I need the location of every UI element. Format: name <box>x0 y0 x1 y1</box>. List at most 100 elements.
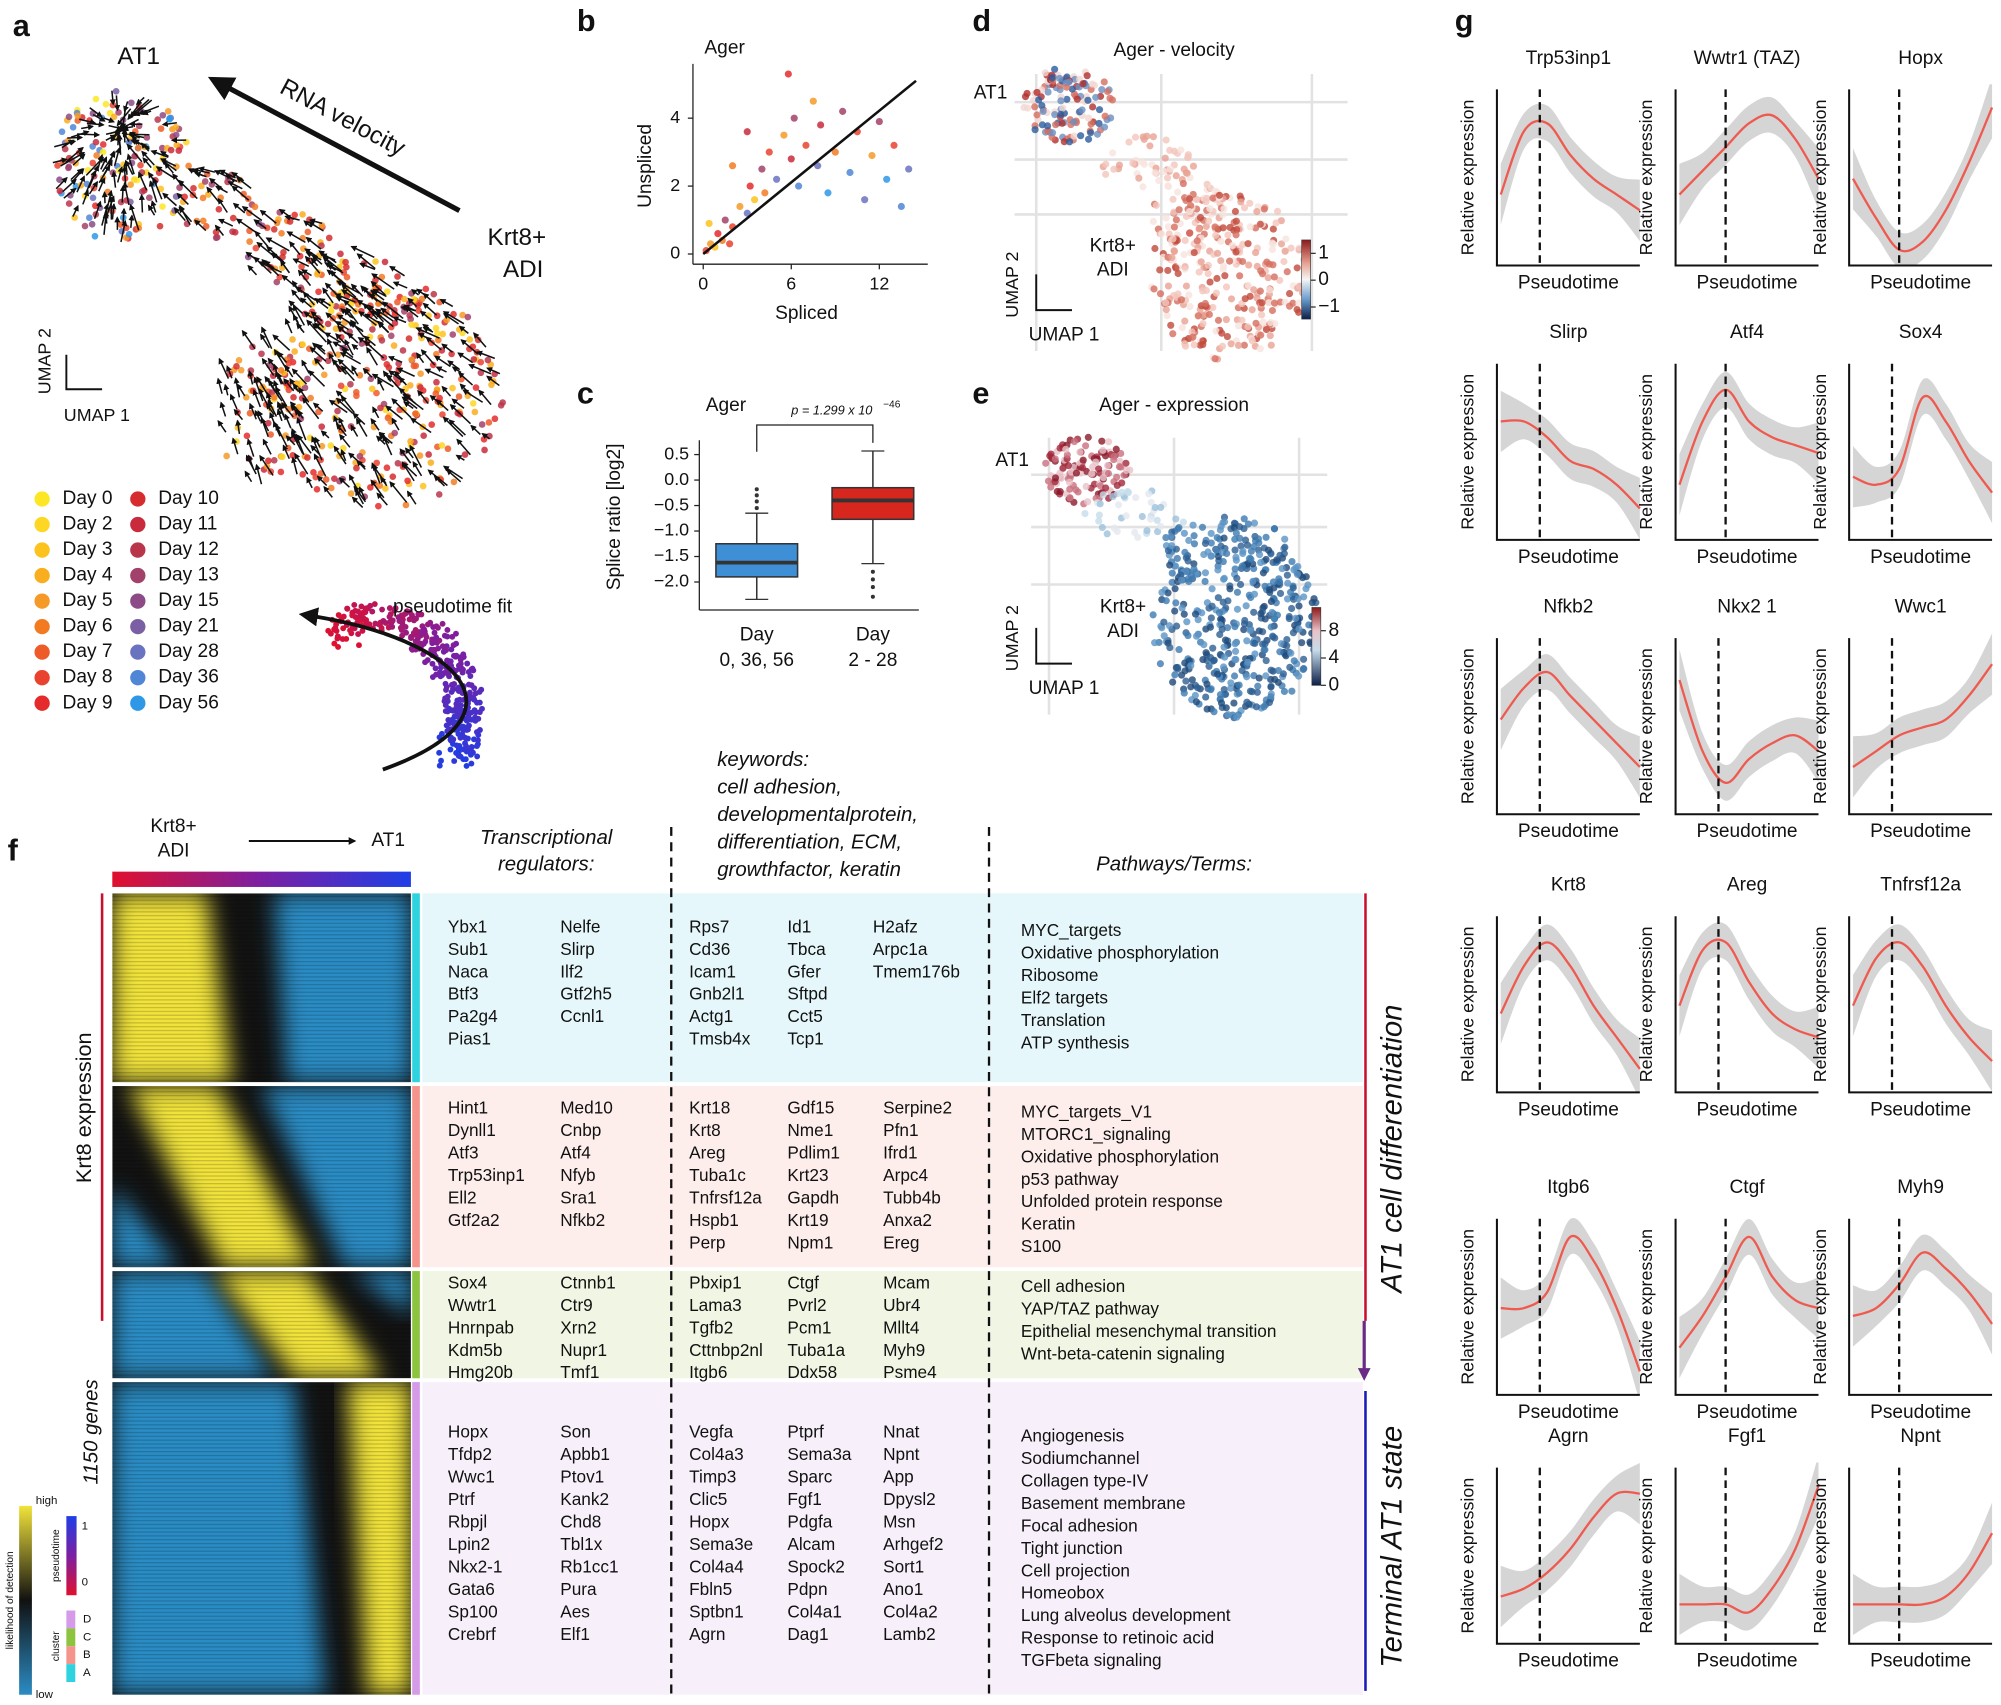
cell-dot <box>318 222 326 229</box>
cell-dot <box>428 421 436 428</box>
gene-name: Msn <box>883 1512 916 1532</box>
velocity-arrow <box>233 408 244 421</box>
pathway-term: Oxidative phosphorylation <box>1021 1146 1219 1166</box>
trend-line <box>1678 679 1820 784</box>
cell-dot <box>1202 198 1210 206</box>
cell-dot <box>1295 299 1303 307</box>
cell-dot <box>430 290 438 298</box>
velocity-arrow <box>164 162 174 174</box>
cell-dot <box>1287 649 1295 657</box>
gene-name: Pfn1 <box>883 1120 918 1140</box>
heatmap-block <box>112 1086 411 1268</box>
gene-name: Gdf15 <box>787 1098 834 1118</box>
confidence-band <box>1852 924 1993 1092</box>
scatter-point <box>743 209 751 217</box>
side-label: 1150 genes <box>80 1379 102 1484</box>
velocity-arrow <box>296 322 305 334</box>
gene-name: Pvrl2 <box>787 1295 826 1315</box>
cell-dot <box>1166 643 1174 652</box>
pseudotime-dot <box>443 722 450 729</box>
cell-dot <box>1056 488 1064 496</box>
cell-dot <box>1269 578 1278 586</box>
legend-label: Day 0 <box>63 488 113 509</box>
pseudotime-dot <box>362 605 369 612</box>
gene-name: Krt19 <box>787 1210 828 1230</box>
velocity-arrow <box>252 389 262 408</box>
cell-dot <box>1263 258 1271 266</box>
outlier <box>754 487 759 492</box>
gene-name: Gapdh <box>787 1187 839 1207</box>
cell-dot <box>1210 656 1218 665</box>
scatter-point <box>765 148 773 156</box>
cell-dot <box>1239 257 1247 266</box>
velocity-arrow <box>345 307 359 325</box>
cell-dot <box>65 113 73 121</box>
legend-swatch <box>34 542 50 558</box>
cell-dot <box>320 371 328 379</box>
y-axis-label: Relative expression <box>1458 1229 1478 1385</box>
cell-dot <box>1174 525 1182 533</box>
cell-dot <box>1060 138 1068 146</box>
velocity-arrow <box>439 298 454 308</box>
velocity-arrow <box>391 398 412 419</box>
cell-dot <box>1149 217 1157 226</box>
cell-dot <box>1174 269 1182 278</box>
pseudotime-dot <box>440 648 447 655</box>
cell-dot <box>277 367 285 374</box>
velocity-arrow <box>337 325 354 339</box>
velocity-arrow <box>455 454 465 461</box>
cell-dot <box>1202 222 1210 230</box>
velocity-arrow <box>88 164 100 189</box>
cell-dot <box>1102 170 1110 178</box>
cell-dot <box>1236 192 1244 200</box>
cell-dot <box>1207 614 1215 622</box>
gene-name: Sort1 <box>883 1556 924 1576</box>
cell-dot <box>1103 530 1111 538</box>
cell-dot <box>135 144 142 152</box>
cell-dot <box>159 203 166 210</box>
gene-name: Xrn2 <box>560 1317 596 1337</box>
velocity-arrow <box>120 207 127 224</box>
velocity-arrow <box>284 413 292 429</box>
cell-dot <box>1244 520 1252 528</box>
velocity-arrow <box>265 237 290 252</box>
trend-line <box>1678 938 1819 1039</box>
cell-dot <box>367 484 374 491</box>
cell-dot <box>1252 249 1260 257</box>
legend-title: pseudotime fit <box>393 597 513 618</box>
cell-dot <box>408 321 415 329</box>
legend-label: B <box>83 1649 91 1661</box>
cell-dot <box>1169 678 1177 686</box>
cell-dot <box>1099 446 1107 454</box>
cell-dot <box>1197 258 1205 266</box>
velocity-arrow <box>374 308 394 322</box>
cell-dot <box>289 336 296 343</box>
cell-dot <box>270 457 278 464</box>
y-tick-label: 2 <box>670 175 680 195</box>
velocity-arrow <box>117 123 124 133</box>
velocity-arrow <box>176 192 189 206</box>
velocity-arrow <box>150 149 169 158</box>
x-axis-label: Pseudotime <box>1870 1651 1971 1672</box>
velocity-arrow <box>333 445 347 465</box>
velocity-arrow <box>231 171 245 182</box>
cell-dot <box>1235 523 1244 531</box>
cell-dot <box>1051 65 1059 73</box>
velocity-arrow <box>257 261 282 274</box>
velocity-arrow <box>389 481 408 503</box>
cell-dot <box>1162 597 1170 605</box>
velocity-arrow <box>177 179 198 200</box>
velocity-arrow <box>138 193 145 213</box>
side-label: Terminal AT1 state <box>1375 1426 1408 1668</box>
cell-dot <box>1077 132 1085 140</box>
cell-dot <box>1257 558 1265 567</box>
gene-name: Naca <box>448 961 489 981</box>
cell-dot <box>1070 438 1078 446</box>
heatmap-texture <box>112 893 411 1083</box>
cell-dot <box>1079 456 1087 464</box>
y-axis-label: Relative expression <box>1458 1478 1478 1634</box>
y-axis-label: Splice ratio [log2] <box>604 444 625 591</box>
cell-dot <box>1177 146 1185 154</box>
outlier <box>870 594 875 599</box>
outlier <box>870 577 875 582</box>
